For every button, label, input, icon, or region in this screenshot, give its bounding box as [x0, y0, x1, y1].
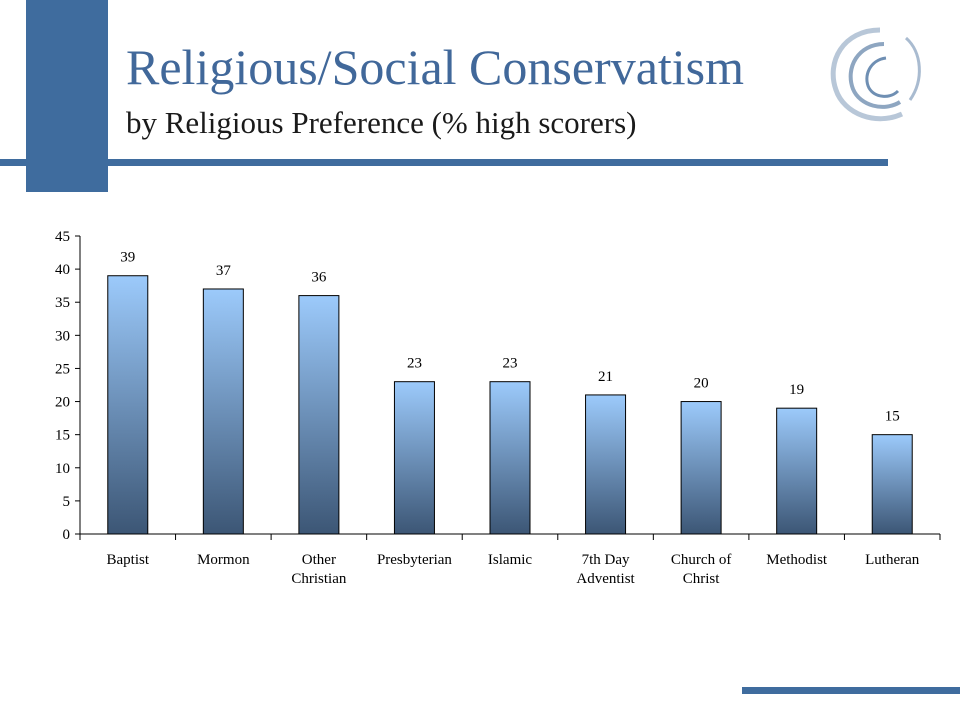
data-labels: 39 37 36 23 23 21 20 19 15 [120, 250, 899, 425]
x-tick-label: Islamic [488, 552, 532, 568]
y-tick-label: 25 [55, 361, 70, 377]
bar [680, 401, 722, 535]
y-axis: 0 5 10 15 20 25 30 35 40 45 [55, 229, 81, 543]
x-tick-label: Lutheran [865, 552, 920, 568]
data-label: 21 [598, 369, 613, 385]
data-label: 19 [789, 382, 804, 398]
bar [585, 394, 627, 535]
x-tick-label: Baptist [107, 552, 150, 568]
y-tick-label: 35 [55, 295, 70, 311]
x-tick-label: 7th Day Adventist [576, 552, 635, 587]
data-label: 15 [885, 409, 900, 425]
x-tick-label: Other Christian [291, 552, 346, 587]
bar [871, 434, 913, 535]
y-tick-label: 5 [63, 494, 71, 510]
x-axis: Baptist Mormon Other Christian Presbyterian I… [79, 533, 941, 587]
bar [202, 288, 244, 535]
y-tick-label: 0 [63, 527, 71, 543]
bar [489, 381, 531, 535]
bar [107, 275, 149, 535]
footer-divider [742, 687, 960, 694]
y-tick-label: 20 [55, 395, 70, 411]
bar [393, 381, 435, 535]
x-tick-label: Mormon [197, 552, 250, 568]
y-tick-label: 45 [55, 229, 70, 245]
data-label: 36 [311, 270, 327, 286]
title-divider [0, 159, 888, 166]
slide-subtitle: by Religious Preference (% high scorers) [126, 105, 637, 140]
bar [776, 407, 818, 535]
x-tick-label: Church of Christ [671, 552, 731, 587]
swirl-logo-icon [830, 27, 921, 122]
slide-title: Religious/Social Conservatism [126, 39, 745, 95]
data-label: 39 [120, 250, 135, 266]
x-tick-label: Presbyterian [377, 552, 452, 568]
y-tick-label: 30 [55, 328, 70, 344]
bars [107, 275, 913, 535]
data-label: 20 [694, 376, 709, 392]
bar [298, 295, 340, 535]
x-tick-label: Methodist [766, 552, 828, 568]
data-label: 37 [216, 263, 232, 279]
data-label: 23 [503, 356, 518, 372]
y-tick-label: 40 [55, 262, 70, 278]
y-tick-label: 10 [55, 461, 70, 477]
data-label: 23 [407, 356, 422, 372]
y-tick-label: 15 [55, 428, 70, 444]
